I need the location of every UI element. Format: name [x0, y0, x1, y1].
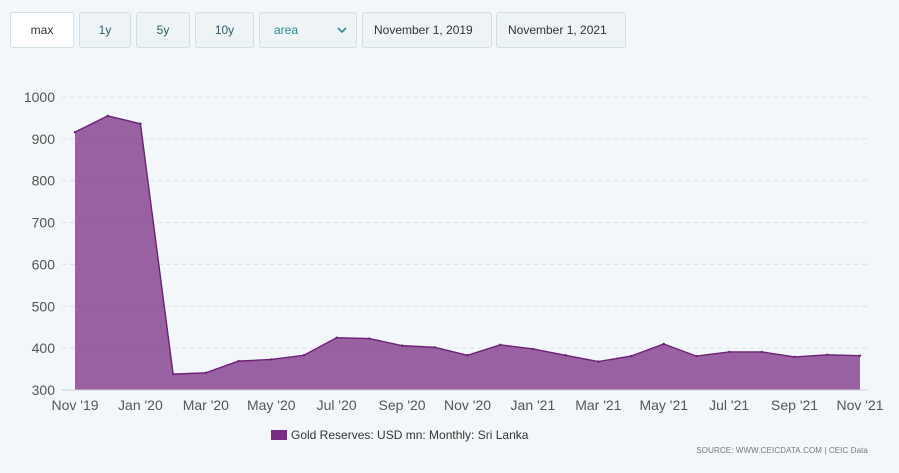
data-point — [629, 354, 633, 358]
y-tick-label: 500 — [32, 298, 56, 314]
y-tick-label: 300 — [32, 382, 56, 398]
data-point — [139, 122, 142, 125]
x-tick-label: May '21 — [639, 397, 688, 413]
data-point — [695, 354, 698, 358]
y-tick-label: 400 — [32, 340, 56, 356]
y-tick-label: 900 — [32, 131, 56, 147]
data-point — [793, 355, 796, 359]
data-point — [466, 354, 469, 357]
x-tick-label: Nov '19 — [51, 397, 98, 413]
data-point — [826, 353, 829, 357]
chart-area: 300 400 500 600 700 800 900 1000 Nov '19 Jan '20 M… — [24, 89, 884, 413]
y-tick-label: 1000 — [24, 89, 55, 105]
y-tick-label: 800 — [32, 173, 56, 189]
data-point — [106, 114, 109, 118]
series-line — [74, 115, 861, 375]
x-tick-label: Sep '21 — [771, 397, 818, 413]
range-button-10y[interactable]: 10y — [195, 12, 254, 48]
range-button-max[interactable]: max — [10, 12, 74, 48]
data-point — [368, 337, 371, 340]
data-point — [499, 343, 502, 346]
data-point — [302, 354, 306, 357]
range-button-5y[interactable]: 5y — [136, 12, 190, 48]
data-point — [662, 342, 665, 346]
data-point — [73, 130, 77, 134]
x-tick-label: Mar '20 — [183, 397, 229, 413]
chart-toolbar: max 1y 5y 10y area November 1, 2019 Nove… — [0, 0, 899, 60]
chart-type-selected-label: area — [274, 23, 299, 37]
series-area — [75, 115, 860, 391]
y-tick-label: 600 — [32, 256, 56, 272]
x-tick-label: Jul '20 — [317, 397, 357, 413]
x-tick-label: Nov '20 — [444, 397, 491, 413]
data-point — [171, 372, 175, 376]
data-point — [858, 354, 862, 357]
x-tick-label: May '20 — [247, 397, 296, 413]
y-tick-label: 700 — [32, 215, 56, 231]
data-point — [531, 347, 535, 351]
data-point — [400, 344, 404, 347]
end-date-field[interactable]: November 1, 2021 — [496, 12, 626, 48]
x-tick-label: Mar '21 — [575, 397, 621, 413]
data-point — [204, 371, 208, 375]
data-point — [270, 358, 273, 361]
x-tick-label: Jan '21 — [511, 397, 556, 413]
source-credit: SOURCE: WWW.CEICDATA.COM | CEIC Data — [696, 446, 868, 455]
data-point — [760, 350, 764, 354]
chevron-down-icon — [337, 27, 347, 34]
data-point — [335, 336, 338, 339]
x-tick-label: Nov '21 — [836, 397, 883, 413]
range-button-1y[interactable]: 1y — [79, 12, 131, 48]
x-tick-label: Jul '21 — [709, 397, 749, 413]
data-point — [564, 354, 567, 357]
data-point — [433, 346, 436, 349]
chart-type-select[interactable]: area — [259, 12, 357, 48]
data-point — [237, 359, 240, 363]
legend-label: Gold Reserves: USD mn: Monthly: Sri Lank… — [291, 428, 529, 442]
data-point — [597, 360, 600, 363]
data-point — [727, 350, 731, 354]
x-tick-label: Jan '20 — [118, 397, 163, 413]
start-date-field[interactable]: November 1, 2019 — [362, 12, 492, 48]
legend-swatch — [271, 430, 287, 440]
chart-legend[interactable]: Gold Reserves: USD mn: Monthly: Sri Lank… — [271, 428, 528, 442]
x-tick-label: Sep '20 — [379, 397, 426, 413]
